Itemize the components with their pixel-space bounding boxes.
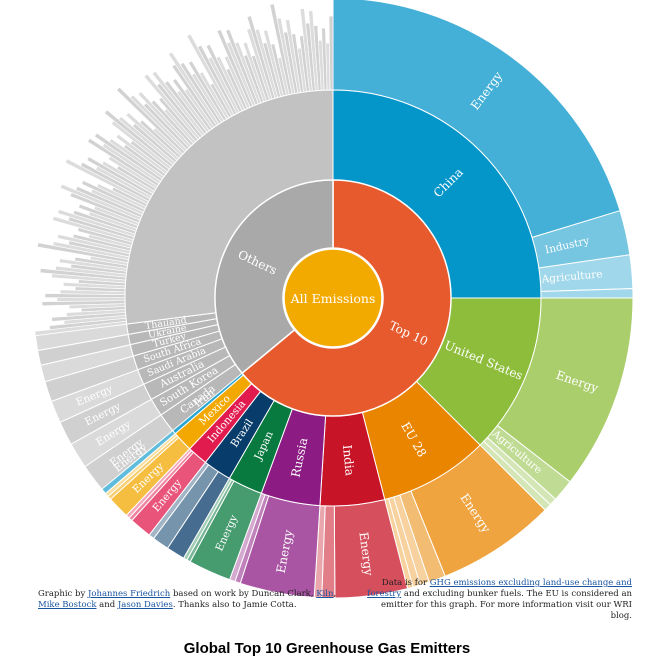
chart-title: Global Top 10 Greenhouse Gas Emitters [183, 640, 471, 657]
group-ring [214, 179, 452, 417]
credit-text: and excluding bunker fuels. The EU is co… [381, 589, 632, 621]
center-node[interactable]: All Emissions [283, 248, 383, 348]
mike-bostock-link[interactable]: Mike Bostock [38, 600, 97, 610]
credit-text: based on work by Duncan Clark, [170, 589, 317, 599]
group-arc-top-10[interactable] [241, 179, 452, 417]
sunburst-chart: All Emissions Top 10ChinaEnergyIndustryA… [34, 0, 634, 599]
all-emissions-circle [283, 248, 383, 348]
jason-davies-link[interactable]: Jason Davies [117, 600, 173, 610]
credit-text: Graphic by [38, 589, 88, 599]
kiln-link[interactable]: Kiln [316, 589, 334, 599]
ghg-emissions-link[interactable]: GHG emissions excluding land-use change … [367, 578, 632, 599]
sector-arc-other-sliver [328, 15, 334, 91]
sector-label-china-agriculture: Agriculture [540, 268, 603, 285]
credit-left: Graphic by Johannes Friedrich based on w… [38, 589, 338, 611]
sector-label-india-energy: Energy [356, 531, 376, 576]
credit-right: Data is for GHG emissions excluding land… [362, 578, 632, 622]
credit-text: . Thanks also to Jamie Cotta. [172, 600, 297, 610]
sector-ring [34, 0, 634, 599]
all-emissions-label: All Emissions [290, 291, 376, 306]
credit-text: and [96, 600, 118, 610]
credit-text: Data is for [381, 578, 430, 588]
country-ring [124, 89, 542, 507]
credit-text: , [333, 589, 337, 599]
country-label-india: India [340, 444, 357, 476]
johannes-friedrich-link[interactable]: Johannes Friedrich [87, 589, 171, 599]
group-arc-others[interactable] [214, 179, 334, 375]
sector-arc-other-sliver [56, 297, 126, 302]
